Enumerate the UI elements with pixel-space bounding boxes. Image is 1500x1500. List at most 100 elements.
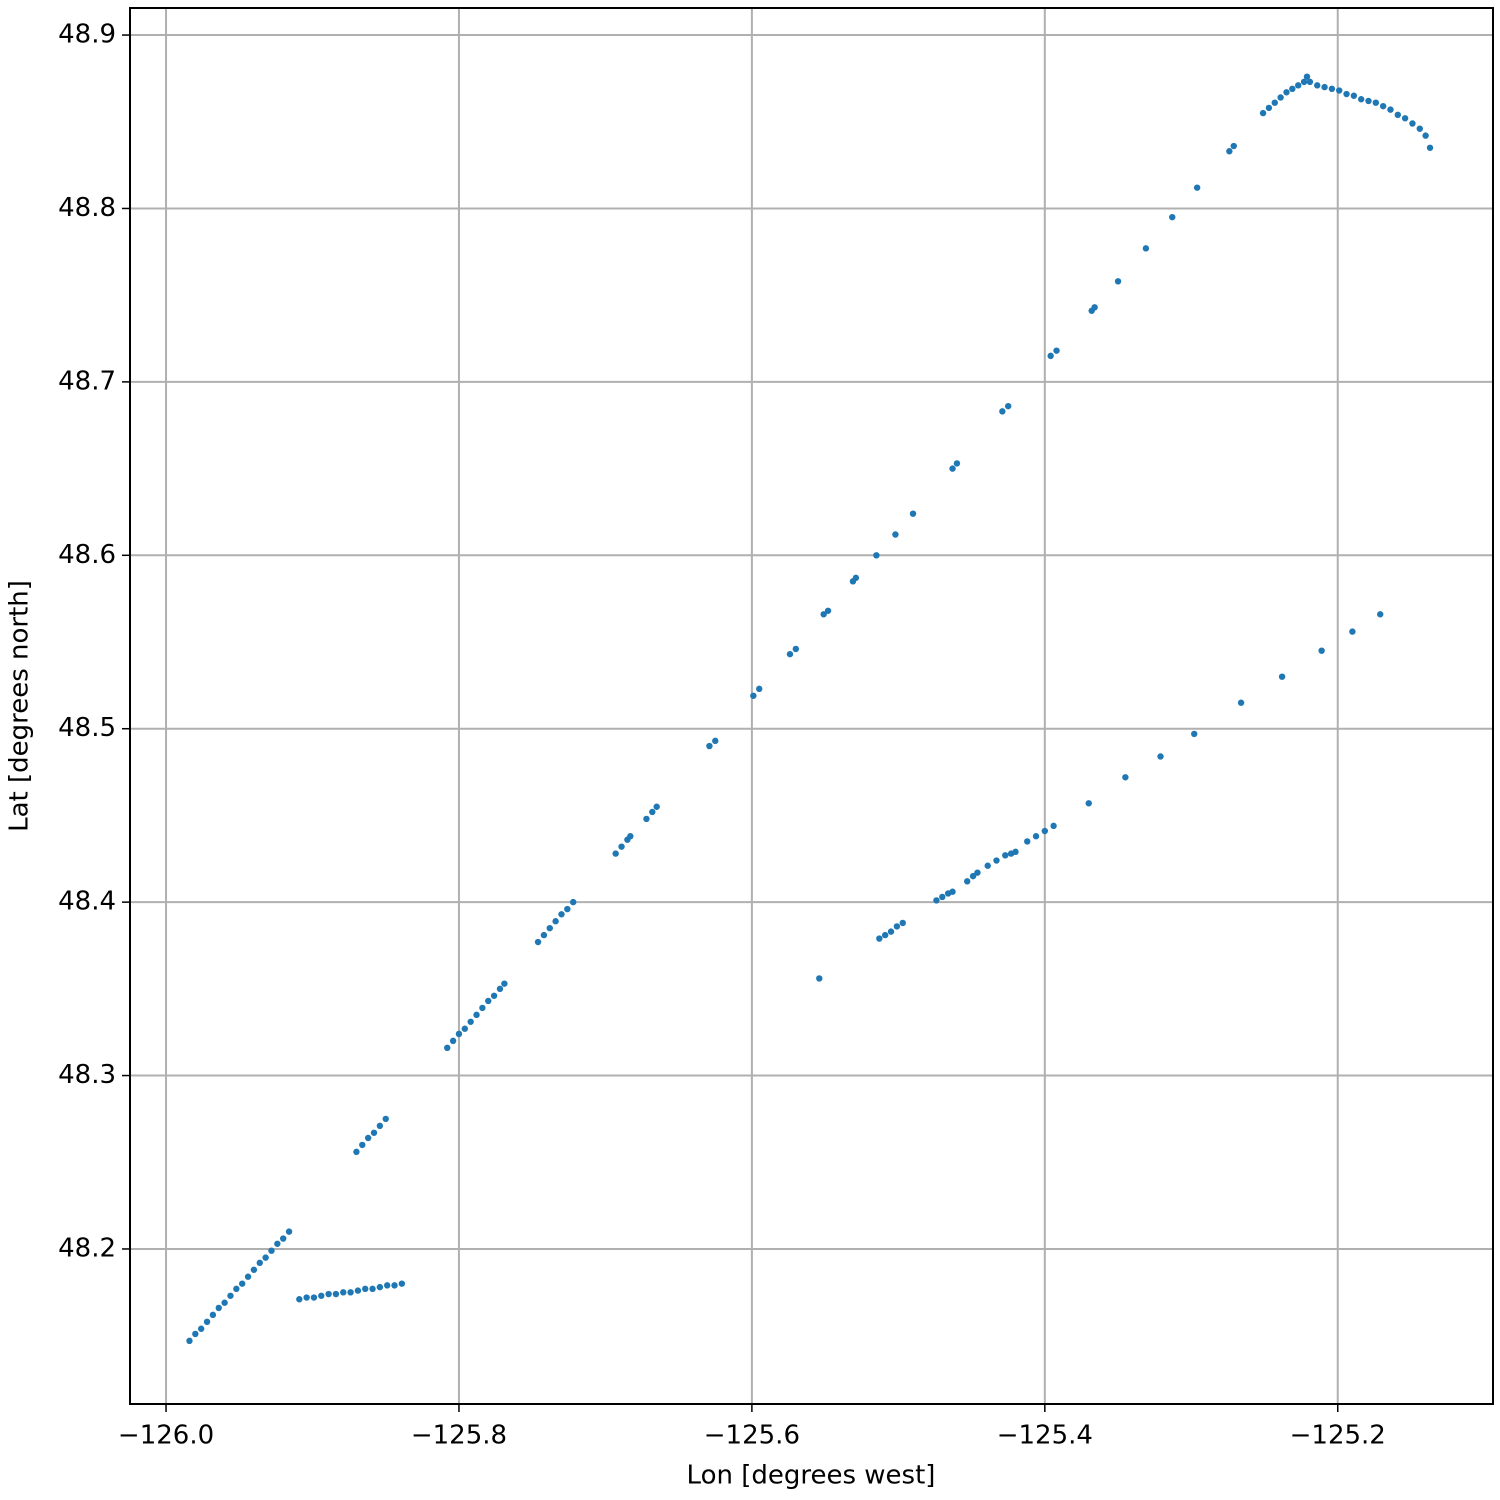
point — [953, 460, 961, 467]
point — [1394, 111, 1401, 119]
point — [490, 992, 498, 999]
plot-frame — [129, 7, 1494, 1405]
point — [362, 1285, 369, 1293]
point — [1053, 347, 1060, 354]
point — [1372, 99, 1380, 106]
point — [1336, 87, 1343, 94]
point — [1259, 109, 1267, 117]
point — [479, 1004, 486, 1012]
point — [1314, 82, 1321, 89]
point — [949, 465, 956, 472]
point — [643, 815, 650, 823]
point — [370, 1129, 378, 1136]
point — [1318, 647, 1325, 654]
point — [881, 931, 889, 939]
point — [873, 552, 880, 559]
point — [750, 692, 757, 699]
point — [221, 1299, 228, 1306]
point — [1157, 753, 1164, 760]
point — [1237, 699, 1245, 706]
point — [376, 1122, 384, 1130]
point — [1091, 304, 1098, 311]
x-tick-label: −125.6 — [704, 1421, 800, 1451]
point — [244, 1273, 252, 1280]
point — [318, 1292, 325, 1299]
y-tick-label: 48.8 — [58, 193, 116, 223]
point — [1300, 78, 1308, 86]
point — [1377, 611, 1384, 618]
point — [233, 1285, 240, 1293]
point — [1050, 822, 1057, 830]
point — [824, 607, 832, 614]
point — [332, 1290, 340, 1298]
point — [570, 898, 577, 906]
point — [993, 857, 1000, 864]
point — [1271, 99, 1278, 106]
point — [1306, 78, 1314, 86]
point — [1283, 89, 1290, 96]
y-tick-label: 48.7 — [58, 366, 116, 396]
point — [1265, 104, 1273, 112]
y-tick-label: 48.9 — [58, 20, 116, 50]
point — [369, 1285, 376, 1293]
point — [1122, 774, 1129, 781]
point — [786, 650, 794, 658]
y-tick-label: 48.3 — [58, 1060, 116, 1090]
x-tick-label: −125.2 — [1290, 1421, 1386, 1451]
y-axis-label: Lat [degrees north] — [5, 580, 35, 832]
point — [1409, 120, 1416, 127]
point — [1041, 827, 1049, 835]
point — [899, 919, 906, 927]
point — [756, 685, 763, 693]
point — [558, 911, 565, 918]
point — [984, 862, 991, 869]
point — [1387, 106, 1394, 113]
point — [1002, 852, 1009, 859]
point — [712, 737, 719, 745]
point — [649, 808, 656, 816]
point — [1191, 730, 1198, 738]
point — [325, 1290, 332, 1298]
point — [1426, 144, 1434, 151]
point — [1350, 92, 1358, 99]
point — [449, 1037, 457, 1045]
x-axis-label: Lon [degrees west] — [687, 1461, 936, 1491]
point — [192, 1330, 199, 1338]
point — [496, 985, 504, 993]
point — [485, 997, 492, 1005]
point — [1328, 85, 1336, 93]
point — [999, 408, 1006, 415]
point — [963, 878, 971, 885]
point — [296, 1296, 303, 1303]
point — [285, 1228, 293, 1235]
point — [501, 980, 508, 987]
point — [612, 850, 619, 857]
point — [627, 833, 634, 840]
point — [852, 574, 860, 582]
point — [310, 1294, 318, 1301]
y-tick-label: 48.6 — [58, 540, 116, 570]
point — [1047, 352, 1054, 360]
point — [820, 611, 827, 618]
point — [238, 1280, 246, 1287]
point — [1114, 278, 1122, 285]
point — [1321, 83, 1328, 91]
point — [1416, 125, 1423, 132]
point — [1278, 673, 1286, 680]
point — [280, 1235, 287, 1242]
x-tick-label: −125.4 — [997, 1421, 1093, 1451]
point — [227, 1292, 234, 1299]
point — [186, 1337, 193, 1345]
point — [303, 1294, 310, 1301]
point — [1169, 213, 1176, 221]
y-tick-label: 48.2 — [58, 1233, 116, 1263]
point — [1289, 85, 1296, 93]
point — [653, 803, 660, 810]
point — [353, 1148, 360, 1156]
point — [909, 510, 917, 517]
point — [706, 742, 713, 750]
point — [792, 645, 800, 653]
point — [949, 888, 956, 895]
